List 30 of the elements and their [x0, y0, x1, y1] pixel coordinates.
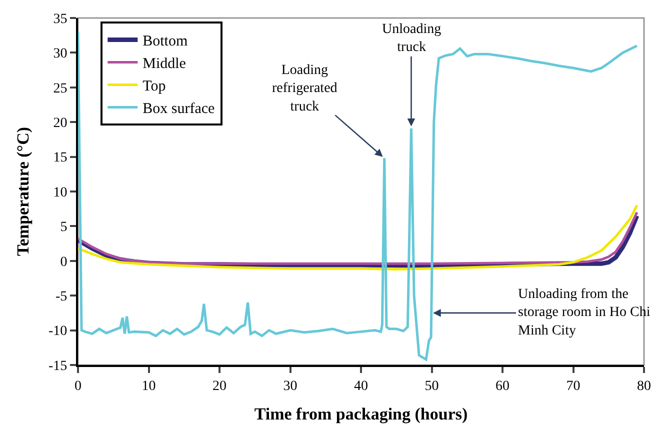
x-tick-label: 50 — [424, 378, 439, 394]
x-tick-label: 20 — [212, 378, 226, 394]
y-tick-label: 15 — [53, 150, 68, 166]
y-tick-label: -15 — [48, 358, 68, 374]
y-tick-label: 5 — [60, 220, 68, 236]
legend-label: Top — [142, 78, 166, 95]
x-tick-label: 10 — [142, 378, 156, 394]
x-tick-label: 60 — [496, 378, 510, 394]
x-tick-label: 0 — [74, 378, 82, 394]
y-axis-title: Temperature (°C) — [14, 126, 33, 256]
x-tick-label: 70 — [566, 378, 580, 394]
x-tick-label: 40 — [354, 378, 368, 394]
y-tick-label: 30 — [53, 46, 68, 62]
annotation: Unloading from the storage room in Ho Chi Minh City — [518, 287, 650, 338]
annotation: Loading refrigerated truck — [272, 63, 338, 114]
legend-label: Middle — [142, 56, 186, 72]
y-tick-label: -5 — [56, 290, 68, 304]
y-tick-label: -10 — [48, 324, 68, 340]
legend-label: Bottom — [142, 34, 188, 50]
line-series — [78, 204, 638, 270]
x-tick-label: 80 — [637, 378, 651, 394]
y-tick-label: 25 — [53, 81, 68, 96]
y-tick-label: 20 — [53, 116, 68, 131]
legend-label: Box surface — [142, 101, 216, 118]
x-tick-label: 30 — [283, 378, 298, 394]
y-tick-label: 35 — [53, 12, 68, 27]
x-axis-title: Time from packaging (hours) — [254, 404, 468, 424]
y-tick-label: 10 — [53, 185, 68, 200]
y-tick-label: 0 — [60, 254, 68, 270]
annotation: Unloading truck — [382, 22, 442, 56]
